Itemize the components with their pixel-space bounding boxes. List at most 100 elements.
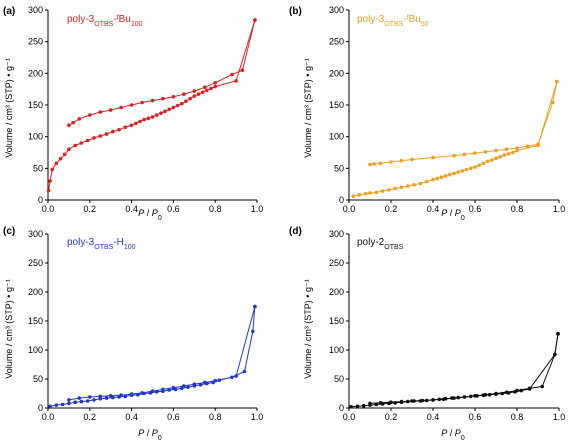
panel-d-ytick-label: 150	[329, 316, 344, 326]
panel-a-xtick-label: 0.2	[84, 204, 97, 214]
panel-b-data-point	[424, 179, 429, 184]
panel-c-xlabel-slash: /	[144, 428, 152, 438]
panel-c-xtick-label: 0.6	[167, 412, 180, 422]
panel-c-data-point	[48, 404, 52, 409]
panel-d-series-desorption-line	[369, 333, 559, 404]
panel-b-data-point	[502, 153, 507, 157]
panel-a-data-point	[138, 119, 142, 124]
panel-a-xtick-label: 0.0	[42, 204, 55, 214]
panel-b-data-point	[473, 165, 477, 169]
panel-c-name-sub: OTBS	[94, 244, 113, 251]
panel-b-data-point	[452, 153, 456, 158]
panel-b-data-point	[469, 166, 473, 171]
panel-a-data-point	[98, 134, 103, 138]
panel-c-data-point	[150, 389, 155, 394]
panel-d-name-sub: OTBS	[384, 244, 403, 251]
panel-a-data-point	[85, 138, 90, 143]
panel-c-ytick-label: 300	[28, 229, 43, 239]
panel-b-data-point	[462, 152, 467, 157]
panel-a-data-point	[205, 88, 209, 93]
panel-c-ytick-label: 150	[28, 316, 43, 326]
panel-d-data-point	[540, 384, 544, 389]
panel-a: (a) 0 50 100 150 200 250 300 0.0 0.2 0.4 0.6 0.8 1.0…	[3, 5, 263, 222]
panel-d-data-point	[355, 404, 360, 409]
panel-d-ytick-label: 100	[329, 345, 344, 355]
panel-d-xlabel-p0: P	[455, 428, 461, 438]
panel-a-data-point	[54, 161, 59, 166]
panel-c-xlabel-p0: P	[152, 428, 158, 438]
panel-a-data-point	[192, 89, 197, 93]
panel-c-name-main: poly-3	[67, 237, 95, 248]
panel-d-data-point	[368, 401, 372, 406]
panel-b-data-point	[490, 158, 494, 162]
panel-b-data-point	[380, 189, 385, 193]
panel-a-data-point	[200, 90, 205, 95]
panel-d-ytick-label: 0	[339, 403, 344, 413]
panel-a-ytick-label: 200	[28, 68, 43, 78]
panel-b-data-point	[477, 163, 482, 167]
panel-b-data-point	[494, 156, 498, 160]
panel-a-xtick-label: 1.0	[251, 204, 264, 214]
panel-a-xtick-label: 0.6	[167, 204, 180, 214]
panel-b-data-point	[555, 79, 559, 84]
panel-a-data-point	[79, 141, 84, 145]
panel-c-data-point	[108, 394, 113, 398]
panel-a-name-sub: OTBS	[94, 21, 113, 28]
panel-c-data-point	[85, 399, 90, 403]
panel-c-name-sub2: 100	[124, 244, 136, 251]
panel-c-data-point	[230, 375, 234, 380]
panel-c-data-point	[198, 383, 203, 387]
panel-c-name-dash: -	[113, 237, 116, 248]
panel-a-name-main2: Bu	[119, 14, 131, 25]
panel-b-data-point	[364, 191, 368, 196]
panel-b-sample-name: poly-3OTBS-tBu50	[357, 14, 429, 28]
panel-a-data-point	[203, 85, 207, 90]
panel-c-xlabel: P / P0	[138, 428, 162, 441]
panel-a-xlabel-p: P	[138, 208, 144, 218]
panel-a-data-point	[140, 100, 144, 105]
panel-a-data-point	[240, 68, 245, 72]
panel-b-data-point	[452, 171, 456, 176]
panel-b-ytick-label: 100	[329, 132, 344, 142]
panel-c-data-point	[73, 400, 77, 405]
panel-b-data-point	[525, 144, 530, 148]
panel-d-ytick-label: 300	[329, 229, 344, 239]
panel-c-name-main2: H	[117, 237, 124, 248]
panel-a-data-point	[129, 123, 134, 128]
panel-d-data-point	[374, 402, 379, 407]
panel-c-data-point	[119, 393, 123, 398]
panel-letter-b: (b)	[289, 6, 302, 17]
panel-b-ytick-label: 200	[329, 68, 344, 78]
panel-c-xlabel-p: P	[138, 428, 144, 438]
panel-a-data-point	[167, 107, 171, 112]
panel-d-data-point	[420, 398, 425, 403]
panel-a-data-point	[146, 116, 151, 121]
panel-a-data-point	[48, 179, 52, 183]
panel-b-data-point	[550, 100, 555, 105]
panel-letter-c: (c)	[3, 226, 15, 237]
panel-c-data-point	[167, 388, 171, 392]
panel-d-xtick-label: 0.6	[469, 412, 482, 422]
panel-c-data-point	[182, 384, 186, 388]
panel-d-data-point	[473, 394, 477, 398]
panel-d-xlabel-p: P	[441, 428, 447, 438]
panel-b-data-point	[481, 161, 486, 166]
panel-c-ytick-label: 0	[38, 403, 43, 413]
panel-a-data-point	[46, 188, 51, 193]
panel-a-data-point	[77, 117, 82, 121]
panel-c-data-point	[203, 380, 207, 385]
panel-c-data-point	[79, 399, 84, 404]
panel-a-series-adsorption-line	[48, 19, 256, 191]
panel-a-data-point	[213, 84, 217, 89]
panel-b-ytick-label: 50	[334, 163, 344, 173]
panel-b-xtick-label: 0.0	[343, 204, 356, 214]
panel-a-data-point	[253, 18, 257, 22]
panel-a-xtick-label: 0.4	[125, 204, 138, 214]
panel-d-xtick-label: 1.0	[553, 412, 566, 422]
panel-c-data-point	[253, 304, 257, 309]
panel-d-data-point	[441, 397, 446, 402]
panel-b-data-point	[378, 161, 383, 166]
panel-b-name-main2: Bu	[409, 14, 421, 25]
panel-a-data-point	[184, 99, 188, 103]
